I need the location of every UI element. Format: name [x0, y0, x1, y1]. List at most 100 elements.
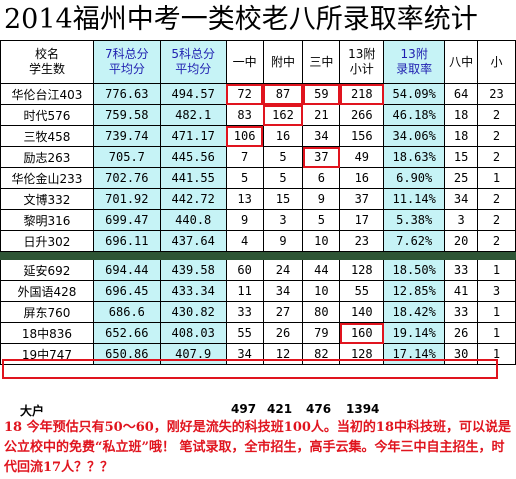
value-cell: 54.09% — [383, 83, 446, 105]
header-cell: 三中 — [302, 40, 341, 84]
table-row: 18中836 652.66 408.03 55 26 79 160 19.14% 26 1 — [0, 322, 516, 344]
value-cell: 1 — [477, 167, 516, 189]
totals-row: 大户 497 421 476 1394 — [0, 402, 516, 418]
table-row: 时代576 759.58 482.1 83 162 21 266 46.18% 18 2 — [0, 104, 516, 126]
value-cell: 759.58 — [92, 104, 161, 126]
value-cell: 6.90% — [383, 167, 446, 189]
value-cell: 128 — [339, 259, 385, 281]
school-cell: 三牧458 — [0, 125, 94, 147]
value-cell: 34.06% — [383, 125, 446, 147]
value-cell: 1 — [477, 343, 516, 365]
value-cell: 2 — [477, 146, 516, 168]
table-row: 华伦台江403 776.63 494.57 72 87 59 218 54.09% 64 23 — [0, 83, 516, 105]
value-cell: 27 — [262, 301, 304, 323]
value-cell: 433.34 — [159, 280, 227, 302]
value-cell: 3 — [444, 209, 479, 231]
value-cell: 16 — [339, 167, 385, 189]
table-row: 黎明316 699.47 440.8 9 3 5 17 5.38% 3 2 — [0, 209, 516, 231]
value-cell: 46.18% — [383, 104, 446, 126]
value-cell: 408.03 — [159, 322, 227, 344]
value-cell: 24 — [262, 259, 304, 281]
value-cell: 59 — [302, 83, 341, 105]
value-cell: 686.6 — [92, 301, 161, 323]
value-cell: 12 — [262, 343, 304, 365]
value-cell: 441.55 — [159, 167, 227, 189]
value-cell: 128 — [339, 343, 385, 365]
value-cell: 4 — [225, 230, 264, 252]
value-cell: 18 — [444, 104, 479, 126]
value-cell: 140 — [339, 301, 385, 323]
value-cell: 82 — [302, 343, 341, 365]
value-cell: 5 — [262, 146, 304, 168]
value-cell: 1 — [477, 259, 516, 281]
value-cell: 739.74 — [92, 125, 161, 147]
value-cell: 2 — [477, 188, 516, 210]
value-cell: 72 — [225, 83, 264, 105]
table-row: 励志263 705.7 445.56 7 5 37 49 18.63% 15 2 — [0, 146, 516, 168]
value-cell: 83 — [225, 104, 264, 126]
value-cell: 9 — [302, 188, 341, 210]
school-cell: 华伦金山233 — [0, 167, 94, 189]
value-cell: 652.66 — [92, 322, 161, 344]
value-cell: 445.56 — [159, 146, 227, 168]
value-cell: 30 — [444, 343, 479, 365]
header-cell: 附中 — [262, 40, 304, 84]
value-cell: 471.17 — [159, 125, 227, 147]
value-cell: 60 — [225, 259, 264, 281]
school-cell: 19中747 — [0, 343, 94, 365]
school-cell: 时代576 — [0, 104, 94, 126]
value-cell: 2 — [477, 209, 516, 231]
value-cell: 440.8 — [159, 209, 227, 231]
value-cell: 20 — [444, 230, 479, 252]
table-row: 外国语428 696.45 433.34 11 34 10 55 12.85% 41 3 — [0, 280, 516, 302]
value-cell: 439.58 — [159, 259, 227, 281]
value-cell: 34 — [225, 343, 264, 365]
value-cell: 482.1 — [159, 104, 227, 126]
value-cell: 11 — [225, 280, 264, 302]
value-cell: 18 — [444, 125, 479, 147]
value-cell: 12.85% — [383, 280, 446, 302]
value-cell: 55 — [225, 322, 264, 344]
value-cell: 2 — [477, 125, 516, 147]
value-cell: 18.63% — [383, 146, 446, 168]
value-cell: 33 — [225, 301, 264, 323]
annotation-note: 18 今年预估只有50～60，刚好是流失的科技班100人。当初的18中科技班，可… — [4, 420, 512, 475]
value-cell: 702.76 — [92, 167, 161, 189]
value-cell: 701.92 — [92, 188, 161, 210]
value-cell: 430.82 — [159, 301, 227, 323]
table-header-row: 校名 学生数 7科总分 平均分 5科总分 平均分 一中 附中 三中 13附 小计 13附 录取率 八中小 — [0, 40, 516, 84]
value-cell: 17 — [339, 209, 385, 231]
value-cell: 650.86 — [92, 343, 161, 365]
value-cell: 5.38% — [383, 209, 446, 231]
table-row: 19中747 650.86 407.9 34 12 82 128 17.14% 30 1 — [0, 343, 516, 365]
value-cell: 19.14% — [383, 322, 446, 344]
value-cell: 10 — [302, 230, 341, 252]
value-cell: 41 — [444, 280, 479, 302]
value-cell: 2 — [477, 104, 516, 126]
value-cell: 3 — [262, 209, 304, 231]
value-cell: 26 — [444, 322, 479, 344]
value-cell: 18.50% — [383, 259, 446, 281]
value-cell: 5 — [225, 167, 264, 189]
value-cell: 442.72 — [159, 188, 227, 210]
value-cell: 7 — [225, 146, 264, 168]
value-cell: 156 — [339, 125, 385, 147]
value-cell: 15 — [444, 146, 479, 168]
total-sum: 1394 — [346, 402, 380, 416]
value-cell: 49 — [339, 146, 385, 168]
header-cell: 13附 小计 — [339, 40, 385, 84]
school-cell: 文博332 — [0, 188, 94, 210]
table-row: 延安692 694.44 439.58 60 24 44 128 18.50% 33 1 — [0, 259, 516, 281]
value-cell: 21 — [302, 104, 341, 126]
header-cell: 八中 — [444, 40, 479, 84]
value-cell: 13 — [225, 188, 264, 210]
value-cell: 34 — [262, 280, 304, 302]
value-cell: 80 — [302, 301, 341, 323]
value-cell: 437.64 — [159, 230, 227, 252]
totals-label: 大户 — [20, 404, 45, 418]
value-cell: 9 — [262, 230, 304, 252]
header-cell: 5科总分 平均分 — [159, 40, 227, 84]
value-cell: 776.63 — [92, 83, 161, 105]
value-cell: 3 — [477, 280, 516, 302]
value-cell: 33 — [444, 301, 479, 323]
